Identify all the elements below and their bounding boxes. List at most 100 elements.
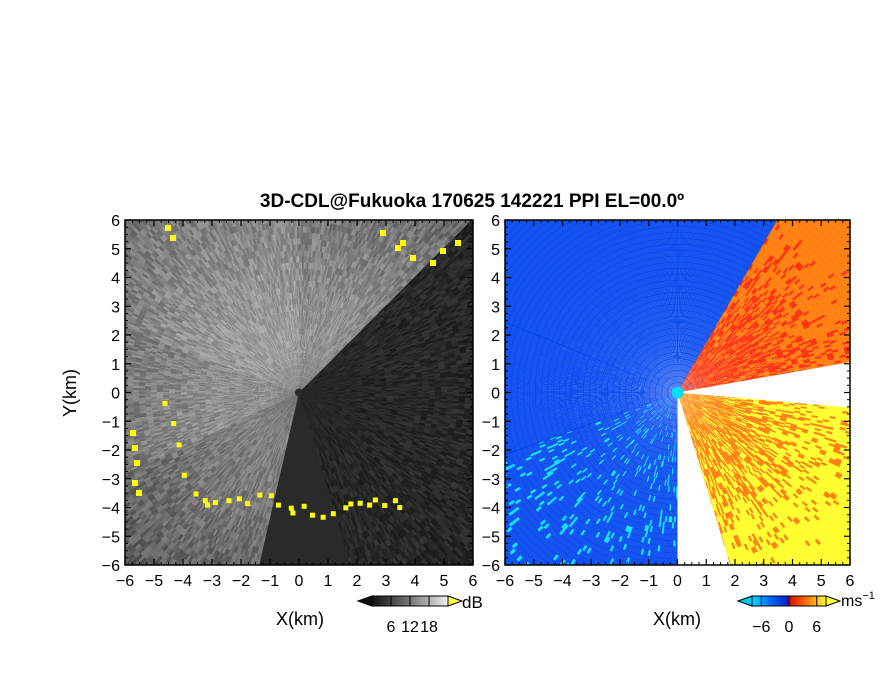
backscatter-cell bbox=[78, 507, 85, 513]
backscatter-cell bbox=[163, 583, 169, 590]
backscatter-cell bbox=[263, 505, 267, 513]
backscatter-cell bbox=[67, 524, 74, 530]
backscatter-cell bbox=[287, 419, 291, 426]
backscatter-cell bbox=[92, 530, 99, 536]
backscatter-cell bbox=[202, 643, 208, 650]
backscatter-cell bbox=[243, 543, 248, 551]
backscatter-cell bbox=[278, 434, 282, 442]
backscatter-cell bbox=[260, 485, 264, 493]
backscatter-cell bbox=[257, 509, 261, 517]
backscatter-cell bbox=[252, 508, 257, 516]
backscatter-cell bbox=[115, 409, 122, 412]
backscatter-cell bbox=[281, 448, 284, 455]
backscatter-cell bbox=[76, 490, 83, 496]
backscatter-cell bbox=[259, 465, 264, 473]
backscatter-cell bbox=[56, 420, 63, 424]
backscatter-cell bbox=[166, 578, 172, 585]
backscatter-cell bbox=[196, 595, 202, 602]
backscatter-cell bbox=[213, 653, 218, 660]
backscatter-cell bbox=[225, 626, 230, 633]
backscatter-cell bbox=[137, 578, 144, 585]
backscatter-cell bbox=[156, 628, 162, 635]
backscatter-cell bbox=[60, 465, 67, 470]
backscatter-cell bbox=[290, 407, 293, 414]
backscatter-cell bbox=[253, 502, 258, 509]
backscatter-cell bbox=[31, 407, 38, 411]
backscatter-cell bbox=[33, 459, 40, 464]
backscatter-cell bbox=[188, 611, 194, 618]
backscatter-cell bbox=[196, 608, 202, 615]
backscatter-cell bbox=[165, 620, 171, 627]
backscatter-cell bbox=[26, 417, 33, 421]
backscatter-cell bbox=[67, 547, 74, 554]
backscatter-cell bbox=[253, 476, 258, 483]
backscatter-cell bbox=[284, 424, 288, 431]
backscatter-cell bbox=[97, 404, 104, 407]
backscatter-cell bbox=[45, 428, 52, 432]
backscatter-cell bbox=[274, 452, 278, 459]
backscatter-cell bbox=[41, 464, 48, 469]
backscatter-cell bbox=[101, 432, 108, 436]
backscatter-cell bbox=[237, 604, 242, 611]
backscatter-cell bbox=[49, 488, 56, 494]
backscatter-cell bbox=[70, 529, 77, 535]
backscatter-cell bbox=[44, 491, 51, 497]
backscatter-cell bbox=[75, 537, 82, 544]
backscatter-cell bbox=[279, 428, 283, 435]
backscatter-cell bbox=[38, 493, 45, 499]
backscatter-cell bbox=[77, 540, 84, 547]
backscatter-cell bbox=[264, 487, 269, 494]
backscatter-cell bbox=[287, 431, 290, 438]
backscatter-cell bbox=[256, 516, 261, 523]
backscatter-cell bbox=[210, 640, 215, 647]
backscatter-cell bbox=[294, 396, 298, 403]
backscatter-cell bbox=[28, 434, 35, 439]
backscatter-cell bbox=[242, 517, 247, 524]
backscatter-cell bbox=[110, 490, 117, 496]
backscatter-cell bbox=[204, 599, 209, 606]
backscatter-cell bbox=[255, 521, 259, 529]
backscatter-cell bbox=[287, 418, 290, 426]
backscatter-cell bbox=[269, 469, 273, 477]
backscatter-cell bbox=[134, 614, 141, 621]
backscatter-cell bbox=[292, 401, 296, 408]
backscatter-cell bbox=[248, 557, 253, 565]
backscatter-cell bbox=[218, 648, 223, 655]
backscatter-cell bbox=[151, 625, 157, 632]
backscatter-cell bbox=[138, 395, 146, 398]
backscatter-cell bbox=[59, 510, 66, 516]
backscatter-cell bbox=[245, 505, 250, 513]
backscatter-cell bbox=[241, 624, 246, 631]
backscatter-cell bbox=[59, 438, 66, 442]
backscatter-cell bbox=[67, 499, 74, 505]
backscatter-cell bbox=[79, 407, 86, 410]
backscatter-cell bbox=[75, 515, 82, 521]
backscatter-cell bbox=[97, 401, 104, 404]
backscatter-cell bbox=[186, 590, 192, 597]
backscatter-cell bbox=[177, 633, 183, 640]
backscatter-cell bbox=[259, 547, 264, 555]
backscatter-cell bbox=[254, 470, 260, 477]
backscatter-cell bbox=[275, 459, 279, 466]
backscatter-cell bbox=[263, 524, 267, 531]
backscatter-cell bbox=[125, 608, 132, 615]
backscatter-cell bbox=[91, 442, 98, 446]
backscatter-cell bbox=[70, 430, 77, 434]
backscatter-cell bbox=[83, 548, 90, 555]
backscatter-cell bbox=[267, 449, 272, 457]
backscatter-cell bbox=[274, 465, 278, 472]
backscatter-cell bbox=[228, 537, 234, 545]
backscatter-cell bbox=[168, 628, 174, 635]
backscatter-cell bbox=[159, 623, 165, 630]
backscatter-cell bbox=[270, 450, 274, 458]
backscatter-cell bbox=[98, 466, 105, 471]
backscatter-cell bbox=[223, 631, 228, 638]
backscatter-cell bbox=[263, 492, 267, 500]
backscatter-cell bbox=[166, 600, 172, 607]
backscatter-cell bbox=[30, 447, 37, 452]
backscatter-cell bbox=[207, 639, 212, 646]
backscatter-cell bbox=[244, 524, 249, 532]
backscatter-cell bbox=[60, 524, 67, 530]
backscatter-cell bbox=[125, 400, 128, 403]
backscatter-cell bbox=[231, 652, 236, 659]
